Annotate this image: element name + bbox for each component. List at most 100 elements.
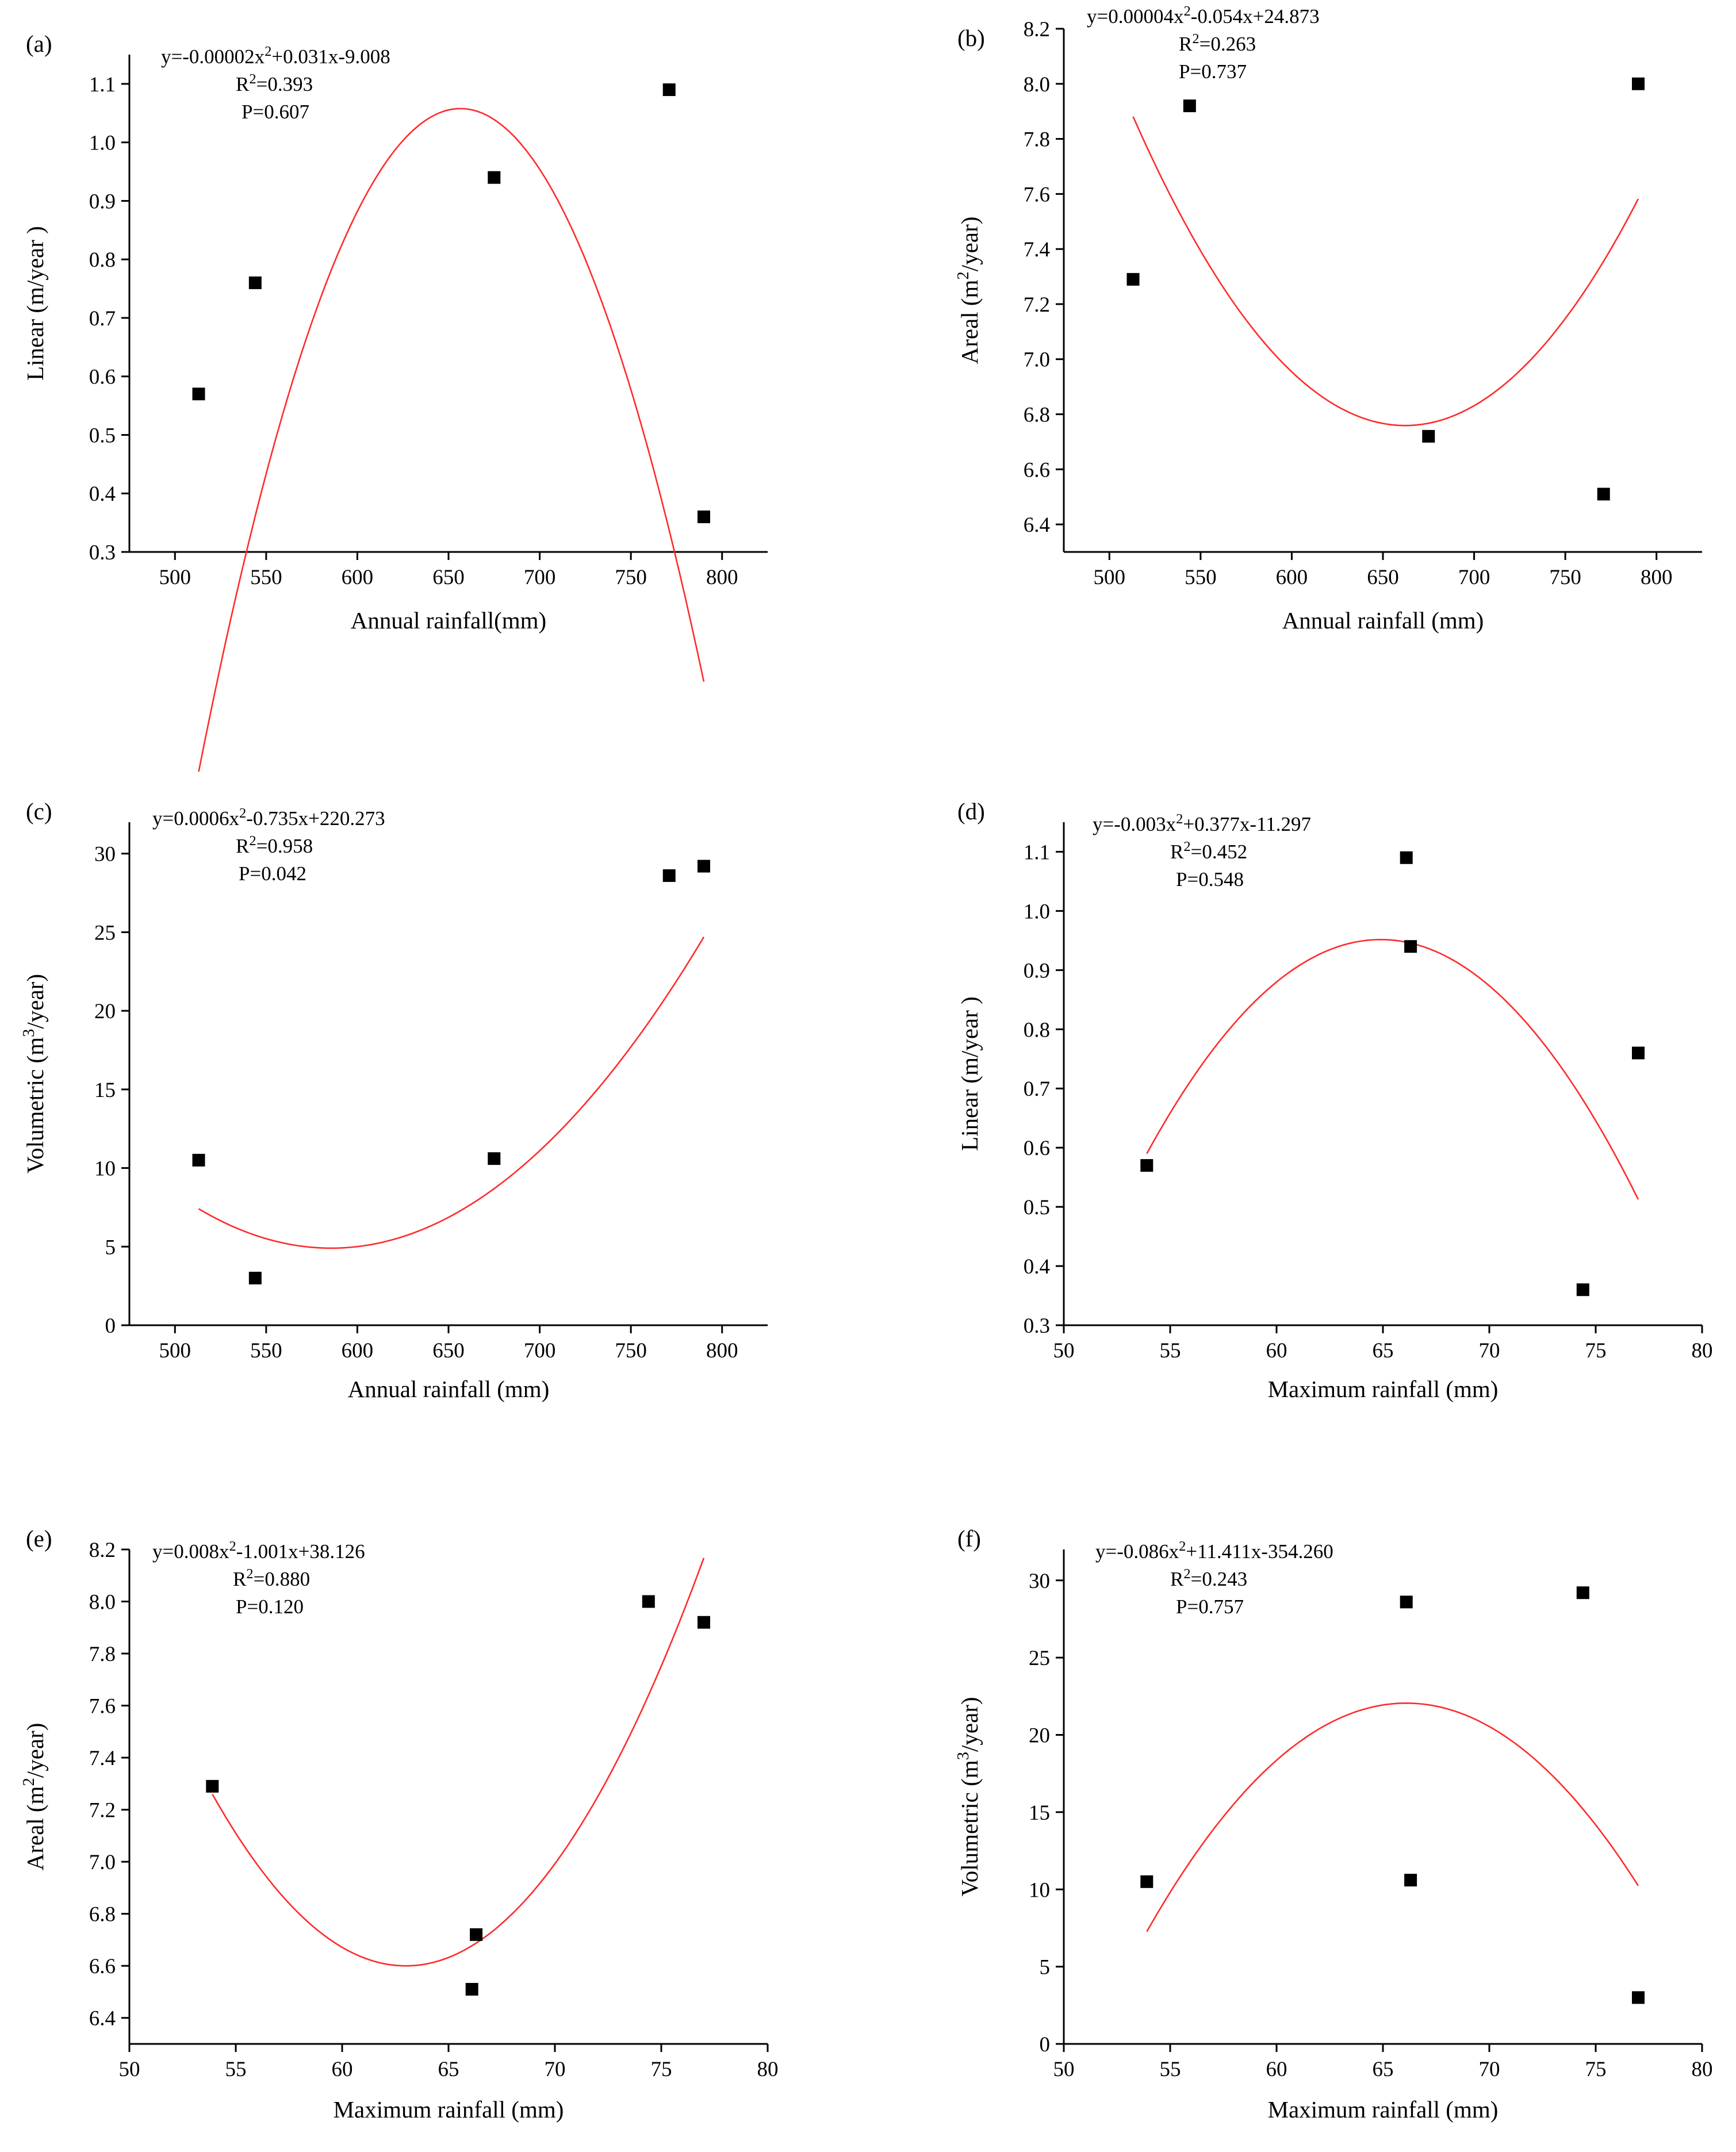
y-axis-title: Linear (m/year )	[22, 226, 48, 381]
y-axis-title: Areal (m2/year)	[954, 217, 983, 365]
data-point	[248, 1271, 262, 1284]
y-axis-title-part: Volumetric (m	[22, 1037, 48, 1173]
x-tick-label: 55	[1160, 1339, 1181, 1363]
panel-e: 50 55 60 65 70 75 80 6.4 6.6 6.8 7.0 7.2 7.4 7.6 7.8 8.…	[20, 1525, 779, 2123]
y-tick-label: 0.8	[89, 248, 116, 272]
x-tick-label: 550	[250, 1339, 282, 1363]
y-tick-label: 6.4	[1024, 513, 1050, 537]
regression-equation-part: y=0.00004x	[1087, 5, 1184, 28]
regression-equation-part: y=0.0006x	[152, 807, 239, 830]
y-tick-label: 0.4	[89, 482, 116, 506]
regression-equation: y=-0.086x2+11.411x-354.260	[1095, 1539, 1333, 1563]
data-point	[662, 83, 676, 97]
data-point	[1400, 1595, 1413, 1609]
y-tick-label: 7.6	[1024, 183, 1050, 206]
y-tick-label: 1.1	[89, 73, 116, 97]
y-tick-label: 15	[94, 1079, 116, 1102]
fit-curve	[212, 1558, 705, 1967]
r-squared-label-part: 2	[246, 1566, 253, 1582]
y-tick-label: 6.6	[1024, 458, 1050, 482]
p-value-label: P=0.737	[1179, 60, 1247, 83]
y-tick-label: 7.6	[89, 1695, 116, 1718]
data-point	[1597, 488, 1610, 501]
r-squared-label-part: 2	[249, 833, 256, 849]
y-tick-label: 0.3	[1024, 1314, 1050, 1338]
y-tick-label: 10	[1029, 1878, 1050, 1902]
r-squared-label: R2=0.452	[1170, 839, 1247, 864]
regression-equation-part: +11.411x-354.260	[1186, 1540, 1333, 1563]
data-point	[1140, 1875, 1153, 1888]
y-tick-label: 6.4	[89, 2007, 116, 2031]
x-tick-label: 75	[1585, 1339, 1607, 1363]
regression-equation-part: y=-0.00002x	[161, 45, 265, 68]
y-tick-label: 6.8	[1024, 404, 1050, 427]
x-tick-label: 600	[1276, 566, 1308, 589]
r-squared-label-part: R	[236, 835, 250, 857]
r-squared-label-part: =0.880	[254, 1568, 311, 1590]
y-axis-title: Volumetric (m3/year)	[954, 1697, 983, 1896]
y-tick-label: 20	[1029, 1724, 1050, 1748]
y-tick-label: 30	[94, 843, 116, 866]
y-tick-label: 0.6	[1024, 1137, 1050, 1160]
y-tick-label: 25	[94, 921, 116, 945]
y-tick-label: 7.2	[89, 1799, 116, 1823]
data-point	[192, 388, 205, 401]
data-point	[662, 869, 676, 882]
y-axis-title: Volumetric (m3/year)	[20, 974, 48, 1173]
p-value-label: P=0.757	[1176, 1595, 1244, 1618]
y-tick-label: 0	[105, 1314, 116, 1338]
regression-equation-part: 2	[1176, 811, 1183, 827]
regression-equation-part: y=-0.003x	[1093, 813, 1177, 835]
y-axis-title-part: /year)	[22, 974, 48, 1029]
y-axis-title-part: Areal (m	[22, 1786, 48, 1870]
panel-label: (f)	[957, 1525, 981, 1552]
data-point	[1576, 1586, 1589, 1599]
regression-equation-part: -0.054x+24.873	[1191, 5, 1320, 28]
r-squared-label-part: 2	[1192, 31, 1199, 47]
regression-equation-part: +0.031x-9.008	[271, 45, 390, 68]
x-tick-label: 700	[524, 1339, 556, 1363]
r-squared-label-part: =0.452	[1191, 841, 1248, 863]
y-tick-label: 0.8	[1024, 1018, 1050, 1042]
y-axis-title-part: /year)	[22, 1723, 48, 1778]
panel-label: (c)	[26, 798, 52, 824]
r-squared-label-part: R	[1179, 33, 1193, 55]
x-tick-label: 70	[545, 2058, 566, 2081]
r-squared-label-part: =0.243	[1191, 1568, 1248, 1590]
regression-equation: y=0.008x2-1.001x+38.126	[152, 1539, 365, 1563]
x-tick-label: 600	[342, 566, 374, 589]
y-tick-label: 20	[94, 1000, 116, 1023]
p-value-label: P=0.548	[1176, 868, 1244, 891]
y-axis-title-part: 2	[20, 1778, 38, 1786]
regression-equation-part: 2	[229, 1539, 236, 1554]
data-point	[192, 1153, 205, 1167]
x-tick-label: 55	[1160, 2058, 1181, 2081]
y-tick-label: 1.1	[1024, 841, 1050, 864]
x-tick-label: 650	[1367, 566, 1399, 589]
regression-equation-part: -0.735x+220.273	[246, 807, 385, 830]
data-point	[698, 1616, 710, 1629]
y-tick-label: 0.3	[89, 541, 116, 565]
regression-equation: y=-0.00002x2+0.031x-9.008	[161, 44, 390, 68]
r-squared-label: R2=0.958	[236, 833, 313, 858]
data-point	[465, 1982, 478, 1996]
x-tick-label: 500	[159, 1339, 191, 1363]
y-tick-label: 30	[1029, 1570, 1050, 1593]
r-squared-label-part: R	[1170, 1568, 1184, 1590]
regression-equation-part: 2	[1184, 3, 1191, 19]
panel-label: (a)	[26, 30, 52, 57]
regression-equation: y=0.0006x2-0.735x+220.273	[152, 805, 385, 830]
y-tick-label: 6.6	[89, 1955, 116, 1978]
regression-equation-part: 2	[265, 44, 271, 59]
y-tick-label: 0.7	[1024, 1077, 1050, 1101]
data-point	[1126, 273, 1140, 286]
fit-curve	[1132, 116, 1639, 427]
x-tick-label: 750	[1549, 566, 1581, 589]
x-tick-label: 50	[1053, 1339, 1075, 1363]
x-tick-label: 60	[1266, 2058, 1287, 2081]
data-point	[698, 860, 710, 873]
y-tick-label: 7.4	[89, 1747, 116, 1770]
y-axis-title-part: 3	[20, 1029, 38, 1037]
y-tick-label: 7.8	[1024, 128, 1050, 152]
